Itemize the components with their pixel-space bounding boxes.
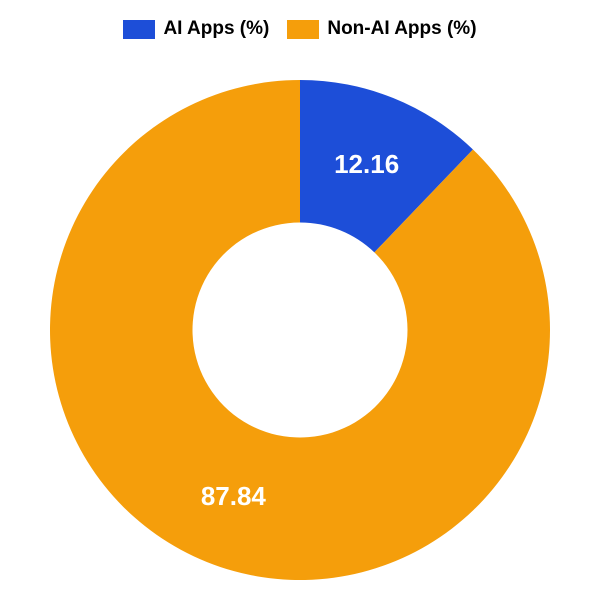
- legend-item-1: Non-AI Apps (%): [287, 18, 476, 40]
- legend-swatch-0: [123, 20, 155, 39]
- legend-swatch-1: [287, 20, 319, 39]
- legend-label-0: AI Apps (%): [163, 18, 269, 40]
- donut-slice: [50, 80, 550, 580]
- slice-value-label: 87.84: [201, 481, 267, 511]
- legend-item-0: AI Apps (%): [123, 18, 269, 40]
- slice-value-label: 12.16: [334, 149, 399, 179]
- legend: AI Apps (%) Non-AI Apps (%): [0, 0, 600, 40]
- legend-label-1: Non-AI Apps (%): [327, 18, 476, 40]
- donut-chart: 12.16 87.84: [30, 60, 570, 600]
